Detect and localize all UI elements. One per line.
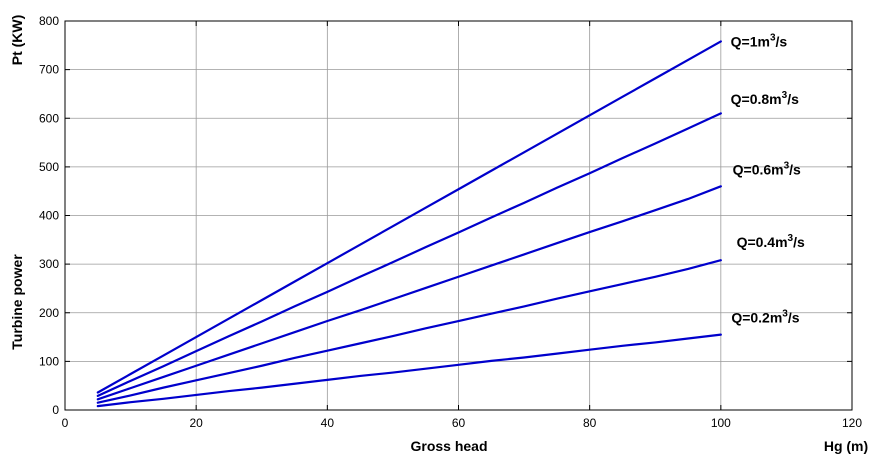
x-tick-label: 120 bbox=[842, 416, 862, 430]
x-tick-label: 0 bbox=[62, 416, 69, 430]
y-tick-label: 100 bbox=[39, 354, 59, 368]
series-lines bbox=[96, 40, 722, 408]
x-tick-label: 60 bbox=[452, 416, 466, 430]
y-tick-label: 200 bbox=[39, 306, 59, 320]
series-label-3: Q=0.6m3/s bbox=[733, 160, 801, 177]
y-tick-label: 700 bbox=[39, 63, 59, 77]
series-line-2 bbox=[96, 112, 722, 397]
series-label-2: Q=0.8m3/s bbox=[731, 90, 799, 107]
y-tick-label: 300 bbox=[39, 257, 59, 271]
series-line-1 bbox=[96, 40, 722, 394]
y-tick-label: 400 bbox=[39, 209, 59, 223]
x-tick-label: 20 bbox=[189, 416, 203, 430]
axes bbox=[64, 20, 853, 411]
x-tick-label: 40 bbox=[321, 416, 335, 430]
series-line-5 bbox=[96, 333, 722, 408]
y-axis-title: Turbine power bbox=[9, 254, 25, 350]
y-tick-label: 500 bbox=[39, 160, 59, 174]
y-tick-label: 600 bbox=[39, 111, 59, 125]
x-axis-title: Gross head bbox=[410, 438, 487, 454]
x-tick-label: 100 bbox=[711, 416, 731, 430]
y-tick-label: 0 bbox=[52, 403, 59, 417]
x-axis-unit-label: Hg (m) bbox=[824, 438, 868, 454]
x-tick-label: 80 bbox=[583, 416, 597, 430]
series-line-3 bbox=[96, 185, 722, 401]
series-label-4: Q=0.4m3/s bbox=[737, 233, 805, 250]
series-line-4 bbox=[96, 259, 722, 404]
series-label-1: Q=1m3/s bbox=[731, 32, 788, 49]
tick-labels: 0 20 40 60 80 100 120 0 100 200 300 400 500 600 700 800 bbox=[39, 14, 862, 430]
y-tick-label: 800 bbox=[39, 14, 59, 28]
y-axis-unit-label: Pt (KW) bbox=[9, 15, 25, 66]
series-labels: Q=1m3/s Q=0.8m3/s Q=0.6m3/s Q=0.4m3/s Q=0.2m… bbox=[731, 32, 805, 325]
series-label-5: Q=0.2m3/s bbox=[731, 309, 799, 326]
grid bbox=[65, 21, 852, 410]
